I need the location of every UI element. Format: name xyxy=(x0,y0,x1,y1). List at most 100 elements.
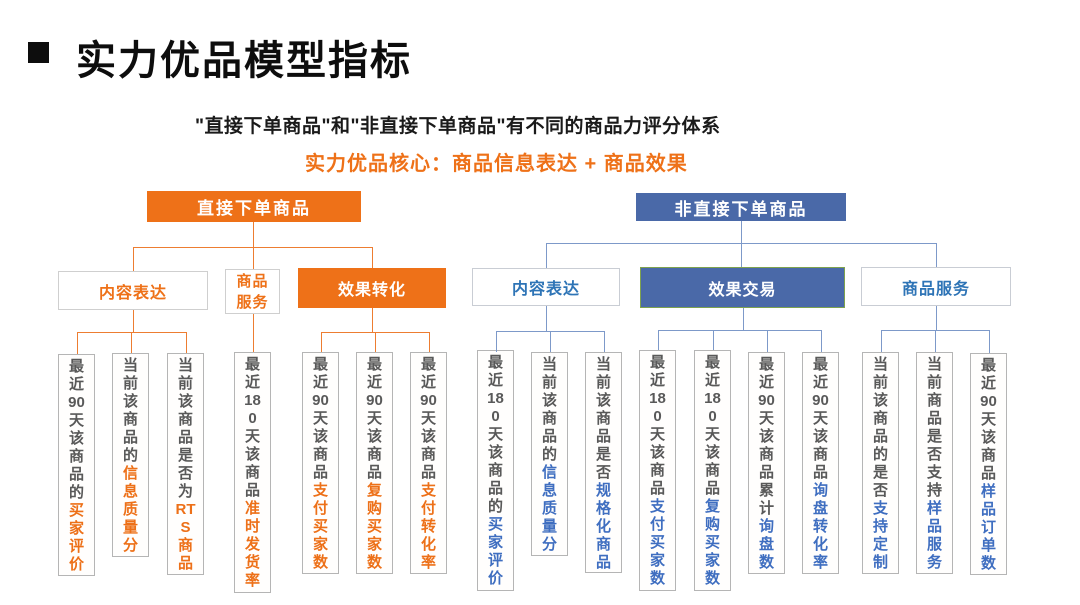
metric-char-row: 商 xyxy=(244,464,260,481)
metric-char-row: 买 xyxy=(649,534,665,551)
metric-char-row: 该 xyxy=(541,392,557,409)
metric-char-row: 的 xyxy=(68,484,84,501)
metric-char-row: 商 xyxy=(812,446,828,463)
metric-char-row: 质 xyxy=(541,500,557,517)
metric-char-row: 持 xyxy=(926,482,942,499)
metric-sample-service: 当前商品是否支持样品服务 xyxy=(916,352,953,574)
metric-char-row: 支 xyxy=(926,464,942,481)
metric-char-row: 最 xyxy=(366,356,382,373)
metric-char-row: 家 xyxy=(68,520,84,537)
metric-char-row: 品 xyxy=(980,501,996,518)
connector-line xyxy=(657,330,821,331)
connector-line xyxy=(320,332,429,333)
metric-char-row: 近 xyxy=(312,374,328,391)
metric-char-row: 最 xyxy=(758,356,774,373)
metric-char-row: 买 xyxy=(704,534,720,551)
metric-char-row: 的 xyxy=(122,447,138,464)
metric-char-row: 该 xyxy=(595,392,611,409)
metric-char-row: 规 xyxy=(595,482,611,499)
metric-char-row: 信 xyxy=(541,464,557,481)
metric-char-row: 天 xyxy=(68,412,84,429)
metric-char-row: 当 xyxy=(177,357,193,374)
metric-char-row: 的 xyxy=(487,498,503,515)
metric-char-row: 盘 xyxy=(812,500,828,517)
connector-line xyxy=(603,331,605,352)
branch-nondirect-product-service: 商品服务 xyxy=(861,267,1011,306)
metric-char-row: 购 xyxy=(704,516,720,533)
metric-char-row: 质 xyxy=(122,501,138,518)
metric-char-row: 天 xyxy=(812,410,828,427)
metric-char-row: 90 xyxy=(68,394,85,411)
metric-char-row: 购 xyxy=(366,500,382,517)
metric-char-row: 数 xyxy=(312,554,328,571)
metric-char-row: 信 xyxy=(122,465,138,482)
metric-char-row: 商 xyxy=(487,462,503,479)
metric-char-row: 近 xyxy=(812,374,828,391)
metric-180d-buyer-reviews: 最近 18 0 天该商品的买家评价 xyxy=(477,350,514,591)
metric-char-row: 近 xyxy=(366,374,382,391)
metric-char-row: 90 xyxy=(312,392,329,409)
metric-char-row: 前 xyxy=(872,374,888,391)
metric-char-row: 商 xyxy=(68,448,84,465)
metric-char-row: 0 xyxy=(653,408,662,425)
metric-char-row: 时 xyxy=(244,518,260,535)
branch-label: 商品服务 xyxy=(236,272,269,311)
metric-char-row: 支 xyxy=(872,500,888,517)
metric-char-row: 的 xyxy=(872,446,888,463)
metric-char-row: 品 xyxy=(812,464,828,481)
metric-char-row: 该 xyxy=(420,428,436,445)
connector-line xyxy=(936,306,937,330)
metric-char-row: 数 xyxy=(758,554,774,571)
metric-char-row: 品 xyxy=(926,518,942,535)
metric-char-row: 近 xyxy=(649,372,665,389)
metric-char-row: 天 xyxy=(980,411,996,428)
subtitle: "直接下单商品"和"非直接下单商品"有不同的商品力评分体系 xyxy=(195,116,721,137)
metric-char-row: 持 xyxy=(872,518,888,535)
metric-char-row: 该 xyxy=(122,393,138,410)
metric-char-row: 品 xyxy=(926,410,942,427)
connector-line xyxy=(766,330,768,352)
metric-char-row: 为 xyxy=(177,483,193,500)
metric-char-row: 18 xyxy=(704,390,721,407)
connector-line xyxy=(495,331,604,332)
metric-char-row: 品 xyxy=(177,555,193,572)
metric-char-row: 货 xyxy=(244,554,260,571)
metric-specified-product: 当前该商品是否规格化商品 xyxy=(585,352,622,573)
metric-char-row: 近 xyxy=(420,374,436,391)
metric-char-row: 服 xyxy=(926,536,942,553)
metric-char-row: 该 xyxy=(312,428,328,445)
metric-char-row: 品 xyxy=(980,465,996,482)
metric-char-row: 计 xyxy=(758,500,774,517)
connector-line xyxy=(546,306,547,331)
metric-char-row: 当 xyxy=(926,356,942,373)
metric-90d-buyer-reviews: 最近 90 天该商品的买家评价 xyxy=(58,354,95,576)
metric-char-row: 家 xyxy=(366,536,382,553)
metric-char-row: 定 xyxy=(872,536,888,553)
metric-char-row: 天 xyxy=(312,410,328,427)
branch-direct-product-service: 商品服务 xyxy=(225,269,280,314)
metric-char-row: 价 xyxy=(68,556,84,573)
metric-char-row: 最 xyxy=(649,354,665,371)
branch-nondirect-effect-trade: 效果交易 xyxy=(640,267,845,308)
metric-char-row: 商 xyxy=(595,536,611,553)
metric-char-row: 该 xyxy=(704,444,720,461)
metric-char-row: S xyxy=(180,519,191,536)
connector-line xyxy=(820,330,822,352)
metric-info-quality-score-nondirect: 当前该商品的信息质量分 xyxy=(531,352,568,556)
metric-char-row: 累 xyxy=(758,482,774,499)
metric-char-row: 品 xyxy=(420,464,436,481)
metric-char-row: 天 xyxy=(758,410,774,427)
connector-line xyxy=(546,243,547,268)
metric-char-row: 前 xyxy=(122,375,138,392)
metric-char-row: 近 xyxy=(244,374,260,391)
metric-180d-repeat-buyers: 最近 18 0 天该商品复购买家数 xyxy=(694,350,731,591)
connector-line xyxy=(495,331,497,352)
connector-line xyxy=(130,332,132,353)
metric-char-row: 数 xyxy=(649,570,665,587)
metric-char-row: 评 xyxy=(68,538,84,555)
metric-char-row: 是 xyxy=(177,447,193,464)
metric-char-row: 支 xyxy=(649,498,665,515)
metric-char-row: 商 xyxy=(926,392,942,409)
title-bullet-square-icon xyxy=(28,42,49,63)
